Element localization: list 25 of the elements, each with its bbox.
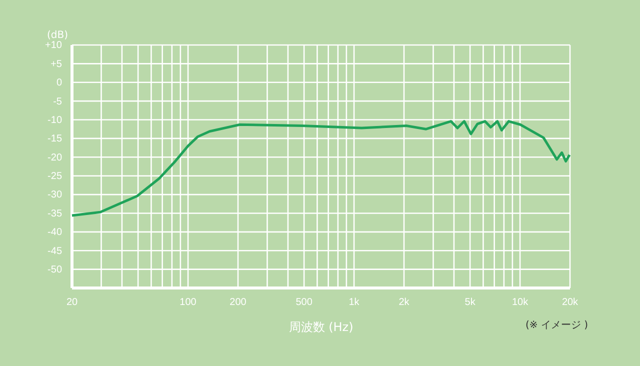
y-tick-label: +5 <box>50 58 62 70</box>
y-tick-label: -5 <box>53 96 62 108</box>
x-tick-label: 20 <box>66 297 78 308</box>
y-axis-title: (dB) <box>46 30 68 41</box>
y-tick-label: -25 <box>48 171 62 182</box>
y-tick-label: -45 <box>48 246 62 257</box>
x-tick-label: 500 <box>296 297 313 308</box>
text: (※ イメージ ) <box>525 320 588 331</box>
y-tick-label: -10 <box>48 114 62 126</box>
x-tick-label: 1k <box>348 297 360 308</box>
x-tick-label: 5k <box>464 297 476 308</box>
y-tick-label: +10 <box>45 40 62 52</box>
x-tick-label: 200 <box>230 297 247 308</box>
y-tick-label: -30 <box>48 190 62 201</box>
y-tick-label: -50 <box>48 264 62 276</box>
x-tick-label: 100 <box>180 297 197 308</box>
x-tick-label: 10k <box>512 297 530 308</box>
y-tick-label: -40 <box>48 227 62 238</box>
x-tick-label: 2k <box>398 297 410 308</box>
x-tick-label: 20k <box>562 297 580 308</box>
y-tick-label: -35 <box>48 208 62 220</box>
y-tick-label: 0 <box>56 78 62 89</box>
x-axis-title: 周波数 (Hz) <box>288 320 354 334</box>
y-tick-label: -20 <box>48 152 62 164</box>
y-tick-label: -15 <box>48 134 62 145</box>
